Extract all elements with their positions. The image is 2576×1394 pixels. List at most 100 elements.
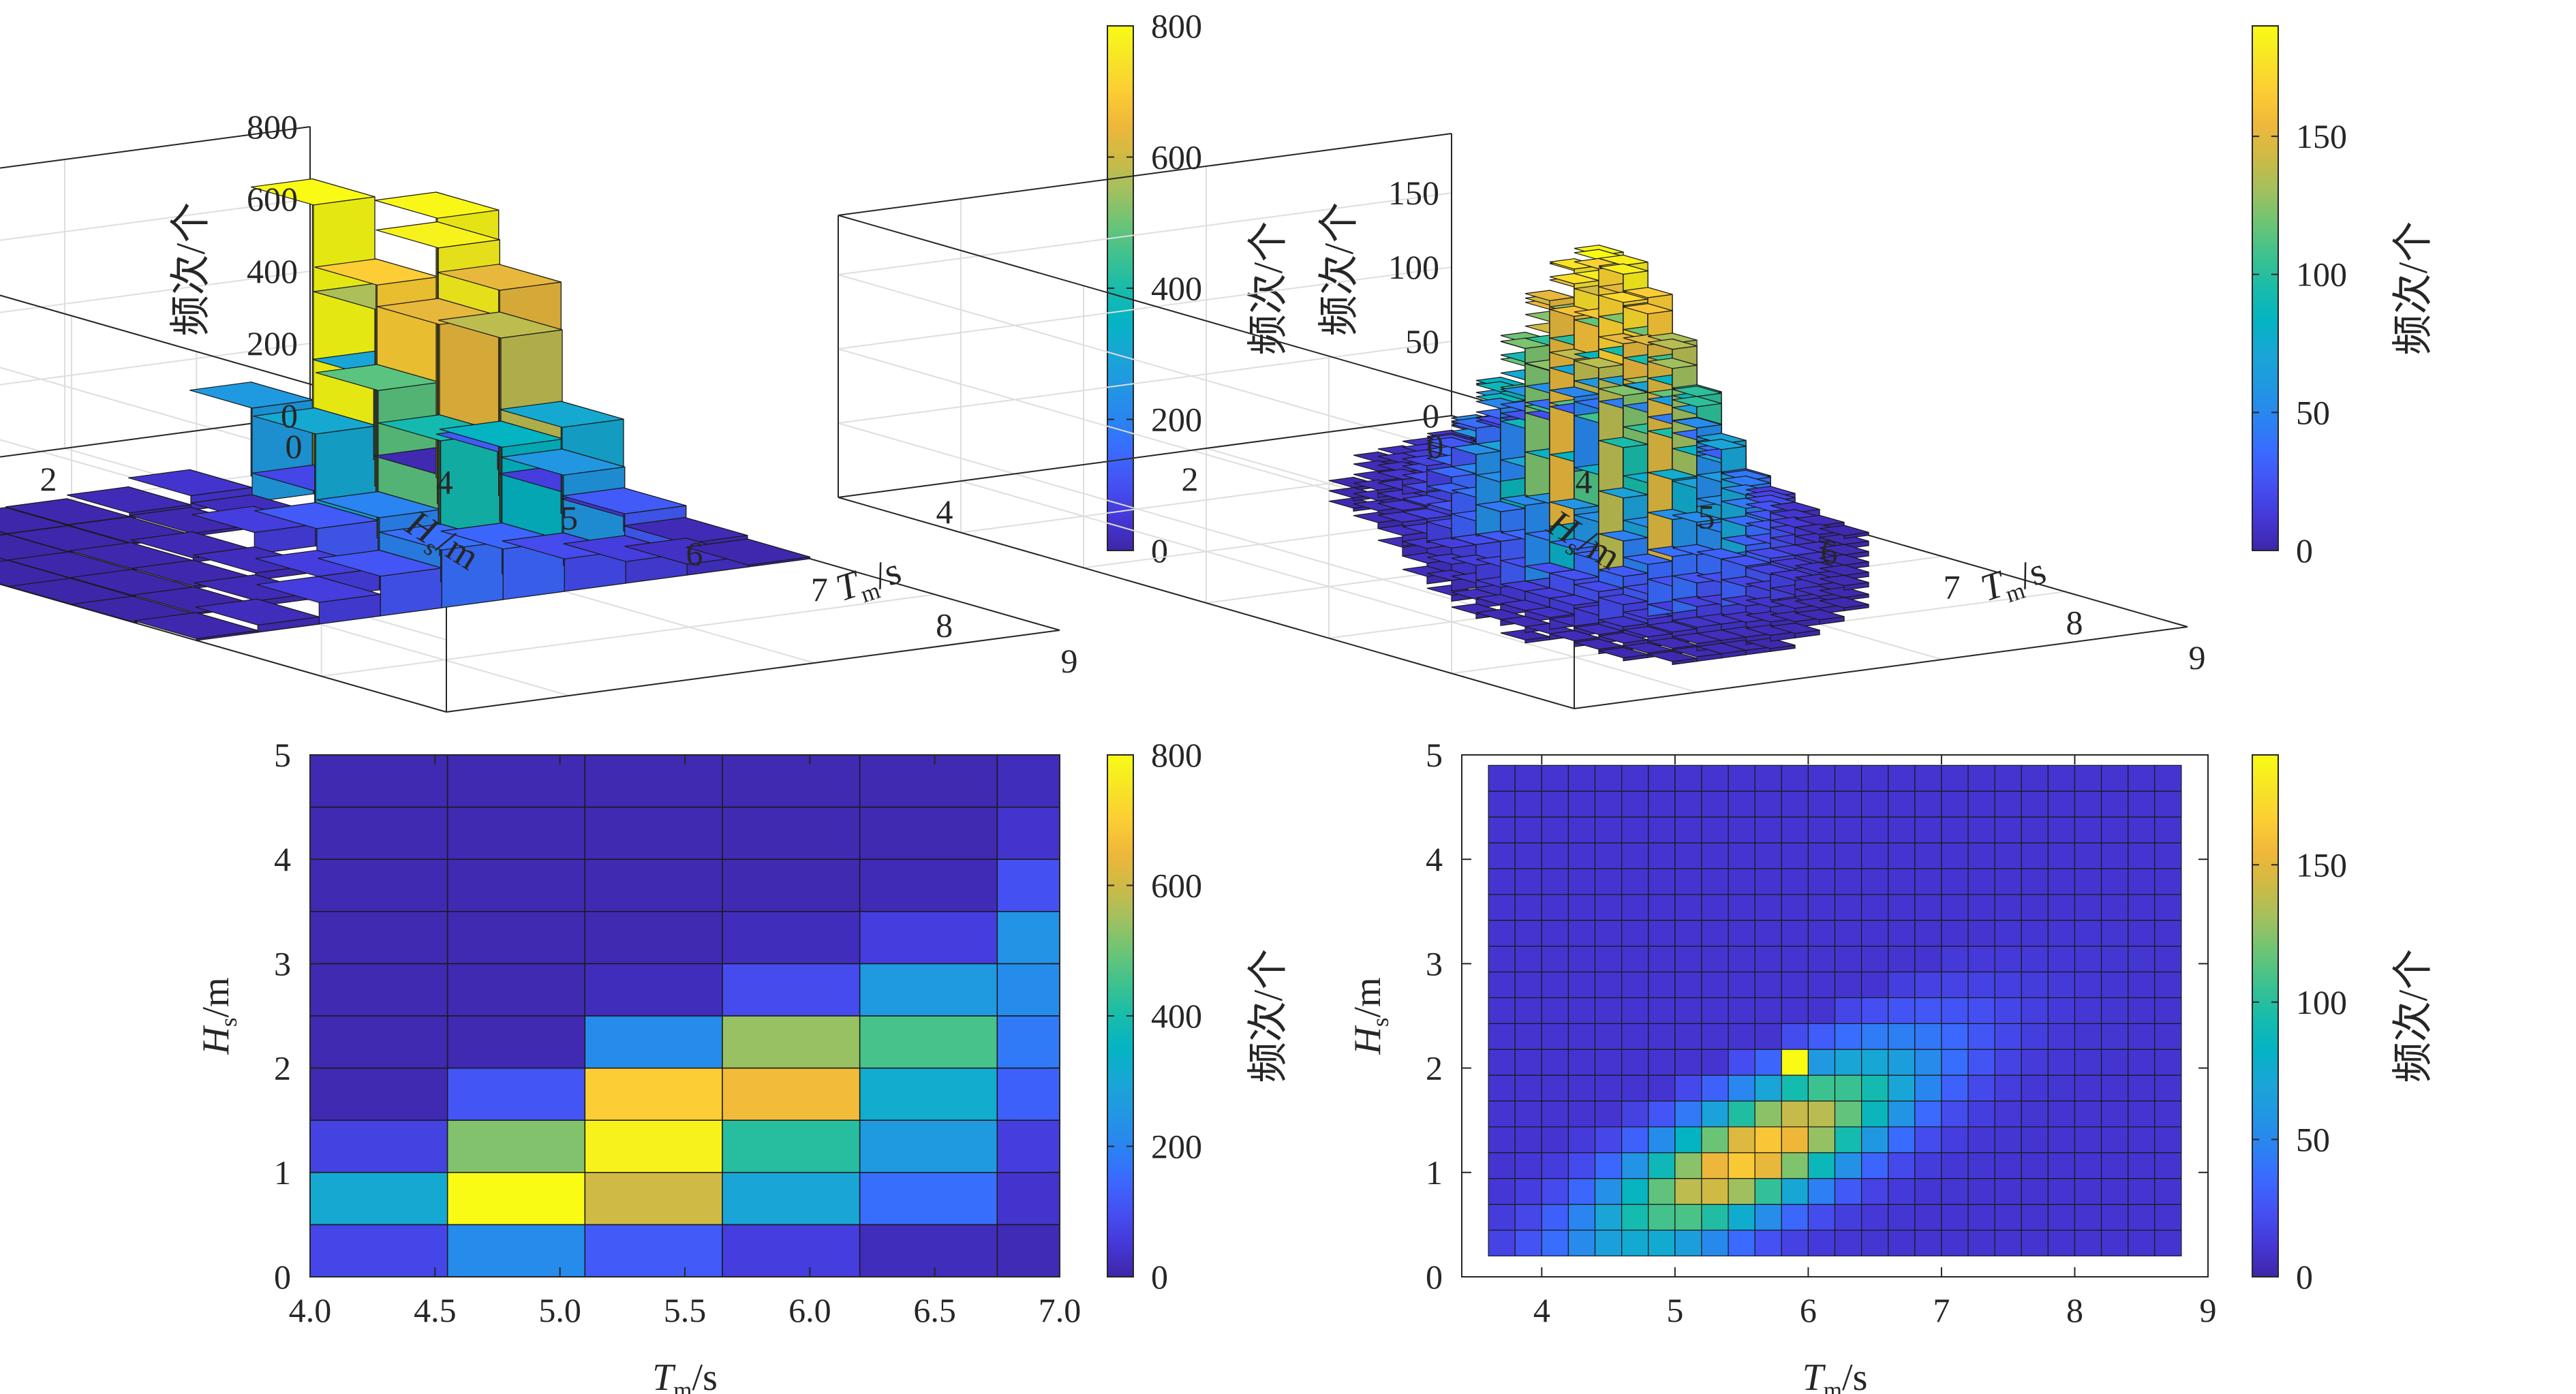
heatmap-cell xyxy=(1541,868,1569,895)
heatmap-cell xyxy=(1541,997,1569,1024)
heatmap-cell xyxy=(1488,1203,1516,1231)
heatmap-cell xyxy=(1514,790,1542,818)
heatmap-cell xyxy=(1888,868,1916,895)
heatmap-cell xyxy=(1514,1126,1542,1153)
heatmap-cell xyxy=(2021,1203,2049,1231)
heatmap-cell xyxy=(2128,1023,2156,1050)
x-tick-label: 5.0 xyxy=(538,1291,581,1329)
heatmap-cell xyxy=(1514,920,1542,947)
heatmap-cell xyxy=(1567,997,1596,1024)
x-tick-label: 9 xyxy=(1061,642,1078,680)
heatmap-cell xyxy=(1488,894,1516,921)
heatmap-cell xyxy=(1781,868,1809,895)
heatmap-cell xyxy=(2100,1152,2129,1179)
heatmap-cell xyxy=(2074,1229,2102,1256)
bar xyxy=(1819,574,1869,591)
heatmap-cell xyxy=(1754,816,1782,843)
heatmap-cell xyxy=(1941,868,1969,895)
heatmap-cell xyxy=(2021,997,2049,1024)
heatmap-cell xyxy=(1914,1023,1942,1050)
heatmap-cell xyxy=(1728,1229,1755,1256)
heatmap-cell xyxy=(859,858,998,912)
heatmap-cell xyxy=(1941,1023,1969,1050)
heatmap-cell xyxy=(1967,1074,1995,1102)
heatmap-cell xyxy=(1807,868,1836,895)
x-tick-label: 5 xyxy=(1698,497,1715,536)
heatmap-cell xyxy=(1728,894,1755,921)
heatmap-cell xyxy=(1594,842,1623,869)
heatmap-cell xyxy=(1834,842,1862,869)
heatmap-cell xyxy=(309,1224,448,1277)
heatmap-cell xyxy=(1807,971,1836,998)
z-tick-label: 400 xyxy=(247,252,298,290)
bar xyxy=(1819,597,1869,612)
heatmap-cell xyxy=(1541,1074,1569,1102)
heatmap-cell xyxy=(1567,1203,1596,1231)
x-tick-label: 8 xyxy=(2066,1291,2083,1329)
heatmap-cell xyxy=(1514,971,1542,998)
heatmap-cell xyxy=(1621,1126,1649,1153)
heatmap-cell xyxy=(2021,971,2049,998)
z-tick-label: 600 xyxy=(247,180,298,218)
heatmap-cell xyxy=(309,911,448,965)
heatmap-cell xyxy=(1541,1100,1569,1128)
heatmap-cell xyxy=(2047,945,2076,973)
heatmap-cell xyxy=(1648,1229,1676,1256)
heatmap-cells xyxy=(1488,764,2182,1256)
heatmap-cell xyxy=(1701,1023,1729,1050)
heatmap-cell xyxy=(2128,1049,2156,1076)
heatmap-cell xyxy=(2100,1049,2129,1076)
heatmap-cell xyxy=(1994,842,2022,869)
heatmap-cell xyxy=(2074,1049,2102,1076)
x-tick-label: 4 xyxy=(436,463,453,501)
y-tick-label: 4 xyxy=(274,840,291,878)
heatmap-cell xyxy=(446,911,586,965)
bar xyxy=(1598,647,1649,662)
heatmap-cell xyxy=(1941,1074,1969,1102)
heatmap-cell xyxy=(1594,997,1623,1024)
heatmap-cell xyxy=(1754,1126,1782,1153)
colorbar-label: 频次/个 xyxy=(1246,949,1291,1083)
heatmap-cell xyxy=(1488,764,1516,792)
heatmap-cell xyxy=(1888,1049,1916,1076)
heatmap-cell xyxy=(1728,1100,1755,1128)
heatmap-cell xyxy=(1514,1074,1542,1102)
heatmap-cell xyxy=(1674,1074,1702,1102)
heatmap-cell xyxy=(1514,816,1542,843)
heatmap-cell xyxy=(996,963,1060,1017)
heatmap-cell xyxy=(1728,1178,1755,1205)
heatmap-cell xyxy=(1594,816,1623,843)
heatmap-cell xyxy=(1621,1074,1649,1102)
heatmap-cell xyxy=(1967,1152,1995,1179)
colorbar-label: 频次/个 xyxy=(2391,221,2436,356)
heatmap-cell xyxy=(1834,1023,1862,1050)
heatmap-cell xyxy=(859,1119,998,1173)
heatmap-cell xyxy=(1941,1229,1969,1256)
heatmap-cell xyxy=(1567,1023,1596,1050)
heatmap-cell xyxy=(1967,1049,1995,1076)
heatmap-cell xyxy=(309,806,448,860)
heatmap-cell xyxy=(1754,894,1782,921)
heatmap-cell xyxy=(309,1119,448,1173)
x-tick-label: 5.5 xyxy=(664,1291,707,1329)
heatmap-cell xyxy=(1781,1203,1809,1231)
heatmap-cell xyxy=(1488,1152,1516,1179)
heatmap-cell xyxy=(2154,790,2182,818)
heatmap-cell xyxy=(1701,1126,1729,1153)
heatmap-cell xyxy=(1807,1100,1836,1128)
x-tick-label: 6 xyxy=(1800,1291,1817,1329)
heatmap-cell xyxy=(2100,920,2129,947)
heatmap-cell xyxy=(1807,1126,1836,1153)
tick-labels: 0 200 400 600 800 4 5 6 7 8 9 0 2 4 xyxy=(40,108,1078,680)
y-tick-label: 2 xyxy=(1182,460,1199,498)
heatmap-cell xyxy=(2021,1152,2049,1179)
heatmap-cell xyxy=(1994,920,2022,947)
bar xyxy=(1574,357,1624,572)
heatmap-cell xyxy=(1594,971,1623,998)
heatmap-cell xyxy=(1648,1049,1676,1076)
heatmap-cell xyxy=(1567,1126,1596,1153)
colorbar-tick-label: 200 xyxy=(1151,1128,1202,1166)
heatmap-cell xyxy=(2100,842,2129,869)
heatmap-cell xyxy=(2074,945,2102,973)
